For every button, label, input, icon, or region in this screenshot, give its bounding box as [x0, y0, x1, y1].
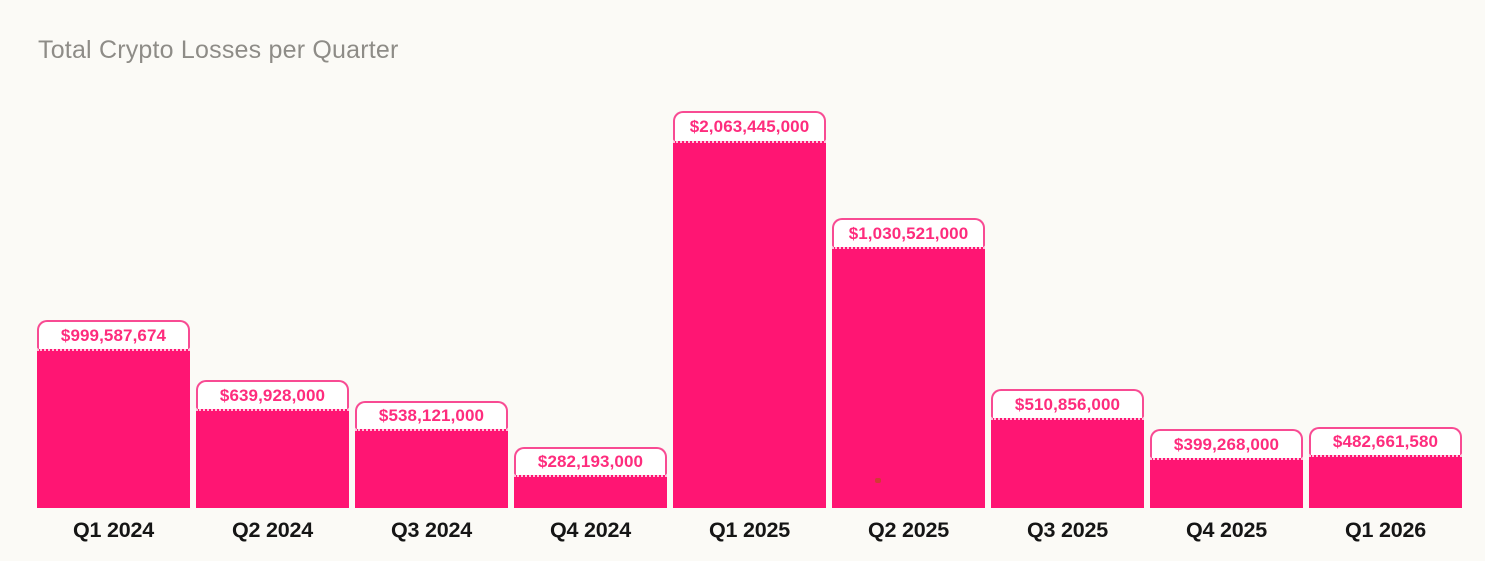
value-label: $482,661,580 — [1309, 427, 1462, 455]
red-dot-artifact — [875, 478, 881, 483]
value-label: $639,928,000 — [196, 380, 349, 409]
x-axis-label: Q4 2025 — [1185, 518, 1268, 542]
bar-group[interactable]: $1,030,521,000 Q2 2025 — [832, 0, 985, 561]
bar[interactable] — [991, 418, 1144, 508]
value-label: $510,856,000 — [991, 389, 1144, 418]
bar-group[interactable]: $999,587,674 Q1 2024 — [37, 0, 190, 561]
x-axis-label: Q3 2025 — [1026, 518, 1109, 542]
bar-group[interactable]: $538,121,000 Q3 2024 — [355, 0, 508, 561]
x-axis-label: Q2 2025 — [867, 518, 950, 542]
bar-group[interactable]: $2,063,445,000 Q1 2025 — [673, 0, 826, 561]
x-axis-label: Q4 2024 — [549, 518, 632, 542]
chart-title: Total Crypto Losses per Quarter — [38, 36, 399, 64]
value-label: $999,587,674 — [37, 320, 190, 349]
bar[interactable] — [1150, 458, 1303, 508]
bar-group[interactable]: $482,661,580 Q1 2026 — [1309, 0, 1462, 561]
bar[interactable] — [832, 247, 985, 508]
bar-group[interactable]: $639,928,000 Q2 2024 — [196, 0, 349, 561]
bar[interactable] — [1309, 455, 1462, 508]
x-axis-label: Q1 2025 — [708, 518, 791, 542]
x-axis-label: Q1 2024 — [72, 518, 155, 542]
bar[interactable] — [673, 141, 826, 508]
value-label: $399,268,000 — [1150, 429, 1303, 458]
bar[interactable] — [514, 475, 667, 508]
bar[interactable] — [37, 349, 190, 508]
value-label: $1,030,521,000 — [832, 218, 985, 247]
bar-group[interactable]: $282,193,000 Q4 2024 — [514, 0, 667, 561]
x-axis-label: Q2 2024 — [231, 518, 314, 542]
bar-group[interactable]: $399,268,000 Q4 2025 — [1150, 0, 1303, 561]
bar[interactable] — [355, 429, 508, 508]
x-axis-label: Q3 2024 — [390, 518, 473, 542]
value-label: $538,121,000 — [355, 401, 508, 429]
bar-group[interactable]: $510,856,000 Q3 2025 — [991, 0, 1144, 561]
value-label: $2,063,445,000 — [673, 111, 826, 141]
x-axis-label: Q1 2026 — [1344, 518, 1427, 542]
bar[interactable] — [196, 409, 349, 508]
value-label: $282,193,000 — [514, 447, 667, 475]
